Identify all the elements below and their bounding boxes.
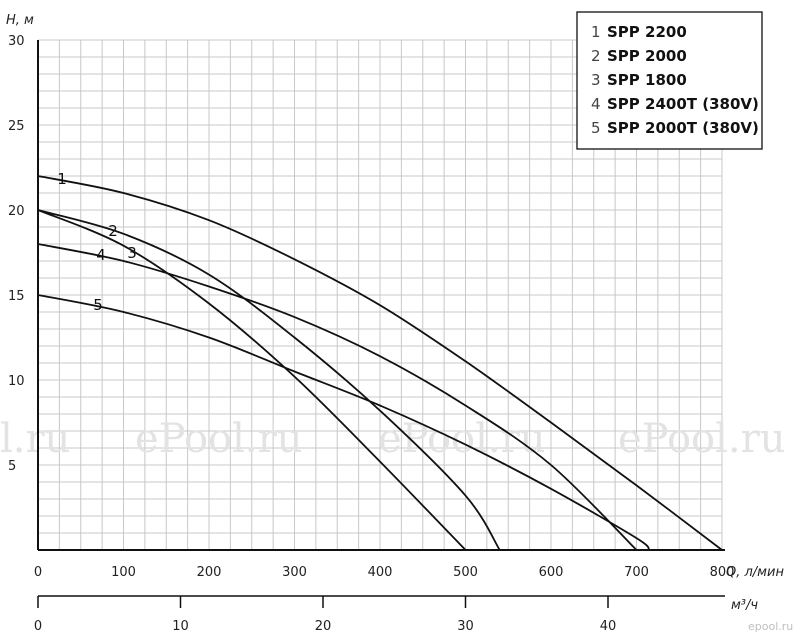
curve-5 <box>37 294 651 551</box>
legend-number: 2 <box>591 47 601 65</box>
secondary-x-tick-label: 30 <box>457 619 474 634</box>
x-tick-label: 0 <box>34 565 42 580</box>
legend-entry: SPP 2400T (380V) <box>607 95 759 113</box>
curve-label-4: 4 <box>96 246 106 264</box>
secondary-x-tick-label: 40 <box>600 619 617 634</box>
secondary-x-axis-label: м³/ч <box>731 598 758 613</box>
secondary-x-tick-label: 20 <box>315 619 332 634</box>
x-axis-label: Q, л/мин <box>726 565 784 580</box>
legend-number: 5 <box>591 119 601 137</box>
legend-entry: SPP 1800 <box>607 71 687 89</box>
curves <box>37 175 723 551</box>
secondary-x-tick-label: 10 <box>172 619 189 634</box>
y-tick-label: 25 <box>8 119 25 134</box>
site-mark: epool.ru <box>748 620 793 633</box>
watermark-text: ePool.ru <box>135 416 303 462</box>
y-axis-label: H, м <box>6 13 34 28</box>
x-tick-label: 500 <box>453 565 478 580</box>
legend-entry: SPP 2200 <box>607 23 687 41</box>
curve-2 <box>37 209 501 551</box>
legend-entry: SPP 2000T (380V) <box>607 119 759 137</box>
curve-1 <box>37 175 723 551</box>
x-tick-label: 200 <box>197 565 222 580</box>
legend-entry: SPP 2000 <box>607 47 687 65</box>
watermark-text: ePool.ru <box>618 416 786 462</box>
x-tick-label: 600 <box>539 565 564 580</box>
x-tick-label: 300 <box>282 565 307 580</box>
x-tick-label: 100 <box>111 565 136 580</box>
x-tick-label: 400 <box>368 565 393 580</box>
secondary-x-tick-label: 0 <box>34 619 42 634</box>
x-tick-label: 700 <box>624 565 649 580</box>
legend-number: 3 <box>591 71 601 89</box>
curve-label-1: 1 <box>57 170 67 188</box>
curve-3 <box>37 209 467 551</box>
watermark-text: ePool.ru <box>378 416 546 462</box>
legend-box <box>576 11 763 150</box>
y-tick-label: 15 <box>8 289 25 304</box>
curve-label-5: 5 <box>93 296 103 314</box>
legend: 1 SPP 2200 2 SPP 2000 3 SPP 1800 4 SPP 2400T (3… <box>576 11 763 150</box>
y-tick-label: 20 <box>8 204 25 219</box>
y-tick-label: 5 <box>8 459 16 474</box>
x-tick-label: 800 <box>710 565 735 580</box>
legend-number: 4 <box>591 95 601 113</box>
watermark-text: l.ru <box>0 416 70 462</box>
curve-label-3: 3 <box>127 244 137 262</box>
y-tick-label: 10 <box>8 374 25 389</box>
curve-4 <box>37 243 638 551</box>
legend-number: 1 <box>591 23 601 41</box>
y-tick-label: 30 <box>8 34 25 49</box>
curve-label-2: 2 <box>108 222 118 240</box>
